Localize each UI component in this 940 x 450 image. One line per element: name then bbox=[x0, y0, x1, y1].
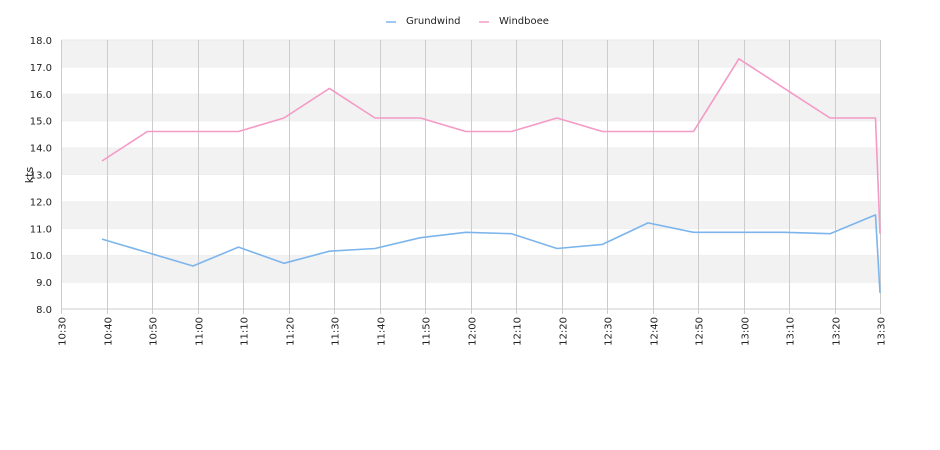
plot-background-bands bbox=[61, 39, 880, 310]
x-tick-label: 11:50 bbox=[422, 317, 433, 346]
x-tick-label: 12:30 bbox=[604, 317, 615, 346]
x-tick-label: 11:20 bbox=[286, 317, 297, 346]
x-tick-label: 11:00 bbox=[195, 317, 206, 346]
legend-item-grundwind[interactable]: Grundwind bbox=[406, 16, 461, 27]
x-tick-label: 12:20 bbox=[559, 317, 570, 346]
x-tick-label: 11:30 bbox=[331, 317, 342, 346]
x-tick-label: 12:40 bbox=[650, 317, 661, 346]
x-tick-label: 13:30 bbox=[877, 317, 888, 346]
x-tick-label: 13:20 bbox=[832, 317, 843, 346]
y-tick-label: 17.0 bbox=[30, 63, 52, 74]
x-axis-tick-labels: 10:30 10:40 10:50 11:00 11:10 11:20 11:30 11:40… bbox=[58, 317, 888, 346]
plot-band bbox=[61, 282, 880, 309]
y-tick-label: 10.0 bbox=[30, 251, 52, 262]
plot-band bbox=[61, 93, 880, 121]
y-axis-tick-labels: 8.0 9.0 10.0 11.0 12.0 13.0 14.0 15.0 16.0 17.0 18… bbox=[30, 36, 52, 316]
vertical-gridlines bbox=[61, 40, 881, 314]
y-tick-label: 12.0 bbox=[30, 197, 52, 208]
y-tick-label: 8.0 bbox=[36, 305, 52, 316]
x-tick-label: 10:40 bbox=[104, 317, 115, 346]
x-tick-label: 11:10 bbox=[240, 317, 251, 346]
plot-band bbox=[61, 147, 880, 175]
legend-item-windboee[interactable]: Windboee bbox=[499, 16, 549, 27]
plot-band bbox=[61, 174, 880, 202]
y-tick-label: 14.0 bbox=[30, 144, 52, 155]
series-line-windboee bbox=[101, 58, 881, 234]
y-axis-title: kts bbox=[23, 167, 36, 184]
x-tick-label: 12:10 bbox=[513, 317, 524, 346]
x-tick-label: 10:50 bbox=[149, 317, 160, 346]
plot-band bbox=[61, 40, 880, 67]
y-tick-label: 16.0 bbox=[30, 90, 52, 101]
plot-band bbox=[61, 201, 880, 229]
y-tick-label: 11.0 bbox=[30, 224, 52, 235]
y-tick-label: 9.0 bbox=[36, 278, 52, 289]
x-tick-label: 13:00 bbox=[741, 317, 752, 346]
x-tick-label: 12:00 bbox=[468, 317, 479, 346]
x-tick-label: 10:30 bbox=[58, 317, 69, 346]
y-tick-label: 13.0 bbox=[30, 171, 52, 182]
series-line-grundwind bbox=[101, 214, 881, 293]
x-tick-label: 13:10 bbox=[786, 317, 797, 346]
series-lines bbox=[101, 58, 881, 293]
x-tick-label: 11:40 bbox=[377, 317, 388, 346]
y-tick-label: 15.0 bbox=[30, 117, 52, 128]
plot-band bbox=[61, 120, 880, 148]
plot-band bbox=[61, 66, 880, 94]
x-tick-label: 12:50 bbox=[695, 317, 706, 346]
y-tick-label: 18.0 bbox=[30, 36, 52, 47]
plot-band bbox=[61, 255, 880, 283]
legend[interactable]: Grundwind Windboee bbox=[386, 16, 549, 27]
